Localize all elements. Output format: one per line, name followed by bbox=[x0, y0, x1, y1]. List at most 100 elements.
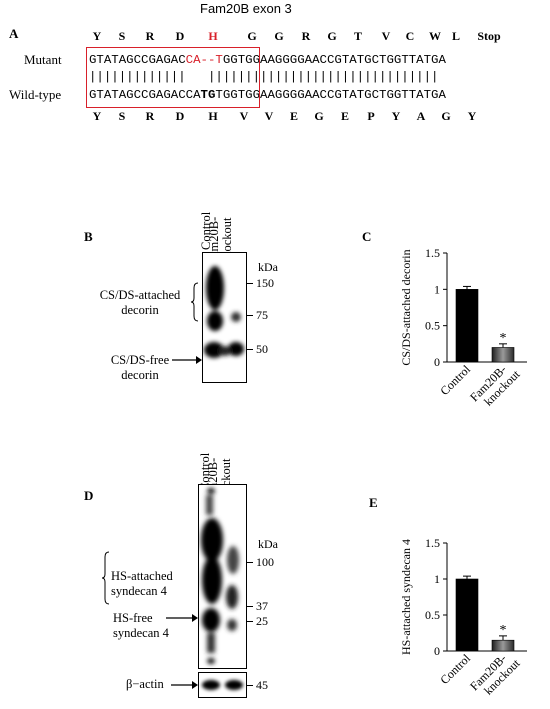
panel-b-marker-tick-75 bbox=[247, 315, 253, 316]
panel-d-marker-45: 45 bbox=[256, 678, 268, 692]
panel-d-marker-37: 37 bbox=[256, 599, 268, 613]
y-axis-label: HS-attached syndecan 4 bbox=[399, 539, 413, 655]
panel-b-blot-image bbox=[204, 266, 244, 358]
panel-a-title: Fam20B exon 3 bbox=[200, 1, 292, 16]
mutant-aa-2: R bbox=[145, 29, 155, 43]
y-tick-label-0: 0 bbox=[434, 644, 440, 658]
mutant-aa-13: L bbox=[451, 29, 461, 43]
mutation-highlight-box bbox=[86, 47, 260, 108]
wildtype-sequence: GTATAGCCGAGACCATGTGGTGGAAGGGGAACCGTATGCT… bbox=[89, 88, 446, 102]
panel-d-free-label: HS-free syndecan 4 bbox=[113, 611, 169, 640]
mutant-aa-8: G bbox=[327, 29, 337, 43]
panel-b-kda-label: kDa bbox=[258, 260, 278, 274]
panel-b-attached-label: CS/DS-attached decorin bbox=[99, 288, 181, 317]
panel-b-bracket bbox=[190, 282, 199, 322]
mutant-aa-5: G bbox=[247, 29, 257, 43]
y-tick-label-1: 0.5 bbox=[425, 608, 440, 622]
panel-b-free-label: CS/DS-free decorin bbox=[110, 353, 170, 382]
bar-1 bbox=[491, 347, 515, 363]
panel-e-bar-chart: 00.511.5Control*Fam20B-knockoutHS-attach… bbox=[399, 536, 527, 698]
category-label-1: Fam20B-knockout bbox=[467, 362, 523, 408]
mutant-aa-6: G bbox=[274, 29, 284, 43]
mutant-aa-0: Y bbox=[92, 29, 102, 43]
panel-e-letter: E bbox=[369, 495, 378, 510]
wildtype-aa-1: S bbox=[118, 109, 126, 123]
wildtype-aa-8: G bbox=[314, 109, 324, 123]
panel-d-marker-tick-45 bbox=[247, 685, 253, 686]
panel-b-marker-150: 150 bbox=[256, 276, 274, 290]
panel-d-attached-label: HS-attached syndecan 4 bbox=[111, 569, 173, 598]
mutant-aa-1: S bbox=[118, 29, 126, 43]
panel-d-marker-tick-37 bbox=[247, 606, 253, 607]
mutant-aa-11: C bbox=[405, 29, 415, 43]
panel-d-free-arrow bbox=[166, 614, 198, 622]
panel-d-bracket bbox=[101, 551, 110, 605]
panel-b-marker-tick-150 bbox=[247, 283, 253, 284]
wildtype-aa-13: G bbox=[441, 109, 451, 123]
y-axis-label: CS/DS-attached decorin bbox=[399, 249, 413, 365]
mutant-aa-10: V bbox=[381, 29, 391, 43]
panel-d-beta-actin-label: β−actin bbox=[126, 677, 164, 691]
wildtype-aa-12: A bbox=[416, 109, 426, 123]
mutant-sequence: GTATAGCCGAGACCA--TGGTGGAAGGGGAACCGTATGCT… bbox=[89, 53, 446, 67]
wildtype-aa-10: P bbox=[367, 109, 375, 123]
wildtype-aa-4: H bbox=[208, 109, 218, 123]
panel-c-letter: C bbox=[362, 229, 372, 244]
panel-b-marker-50: 50 bbox=[256, 342, 268, 356]
mutant-aa-4: H bbox=[208, 29, 218, 43]
panel-b-western-blot bbox=[202, 252, 247, 383]
wildtype-label: Wild-type bbox=[9, 87, 62, 102]
wildtype-seq-prefix: GTATAGCCGAGACCA bbox=[89, 88, 201, 102]
category-label-1: Fam20B-knockout bbox=[467, 651, 523, 697]
significance-1: * bbox=[500, 623, 507, 638]
mutant-seq-prefix: GTATAGCCGAGAC bbox=[89, 53, 186, 67]
mutant-aa-7: R bbox=[301, 29, 311, 43]
y-tick-label-1: 0.5 bbox=[425, 319, 440, 333]
mutant-aa-14: Stop bbox=[477, 29, 501, 43]
wildtype-aa-6: V bbox=[264, 109, 274, 123]
panel-d-beta-actin-blot bbox=[198, 672, 247, 698]
significance-1: * bbox=[500, 331, 507, 346]
mutant-aa-3: D bbox=[175, 29, 185, 43]
wildtype-aa-2: R bbox=[145, 109, 155, 123]
mutant-aa-9: T bbox=[353, 29, 363, 43]
panel-b-letter: B bbox=[84, 229, 93, 244]
bar-1 bbox=[491, 639, 515, 652]
alignment-pipes: ||||||||||||| ||||||||||||||||||||||||||… bbox=[89, 70, 439, 84]
panel-d-marker-25: 25 bbox=[256, 614, 268, 628]
wildtype-aa-14: Y bbox=[467, 109, 477, 123]
panel-d-blot-image bbox=[201, 488, 239, 664]
panel-d-letter: D bbox=[84, 488, 94, 503]
wildtype-aa-0: Y bbox=[92, 109, 102, 123]
wildtype-aa-7: E bbox=[289, 109, 299, 123]
panel-b-marker-tick-50 bbox=[247, 349, 253, 350]
mutant-seq-deletion: CA--T bbox=[185, 53, 223, 67]
bar-0 bbox=[455, 578, 479, 652]
wildtype-aa-5: V bbox=[239, 109, 249, 123]
y-tick-label-2: 1 bbox=[434, 572, 440, 586]
mutant-seq-suffix: GGTGGAAGGGGAACCGTATGCTGGTTATGA bbox=[222, 53, 446, 67]
wildtype-seq-suffix: TGGTGGAAGGGGAACCGTATGCTGGTTATGA bbox=[215, 88, 446, 102]
wildtype-aa-3: D bbox=[175, 109, 185, 123]
y-tick-label-2: 1 bbox=[434, 282, 440, 296]
mutant-aa-12: W bbox=[429, 29, 441, 43]
panel-a-letter: A bbox=[9, 26, 19, 41]
panel-d-western-blot bbox=[198, 484, 247, 669]
mutant-label: Mutant bbox=[24, 52, 62, 67]
panel-b-marker-75: 75 bbox=[256, 308, 268, 322]
wildtype-aa-9: E bbox=[340, 109, 350, 123]
panel-b-free-arrow bbox=[172, 356, 202, 364]
bar-0 bbox=[455, 289, 479, 363]
panel-d-marker-tick-100 bbox=[247, 562, 253, 563]
y-tick-label-3: 1.5 bbox=[425, 536, 440, 550]
panel-c-bar-chart: 00.511.5Control*Fam20B-knockoutCS/DS-att… bbox=[399, 246, 527, 409]
panel-d-marker-tick-25 bbox=[247, 621, 253, 622]
panel-d-marker-100: 100 bbox=[256, 555, 274, 569]
y-tick-label-0: 0 bbox=[434, 355, 440, 369]
wildtype-seq-bold: TG bbox=[200, 88, 216, 102]
y-tick-label-3: 1.5 bbox=[425, 246, 440, 260]
panel-d-actin-image bbox=[202, 680, 243, 690]
wildtype-aa-11: Y bbox=[391, 109, 401, 123]
panel-d-actin-arrow bbox=[171, 681, 198, 689]
